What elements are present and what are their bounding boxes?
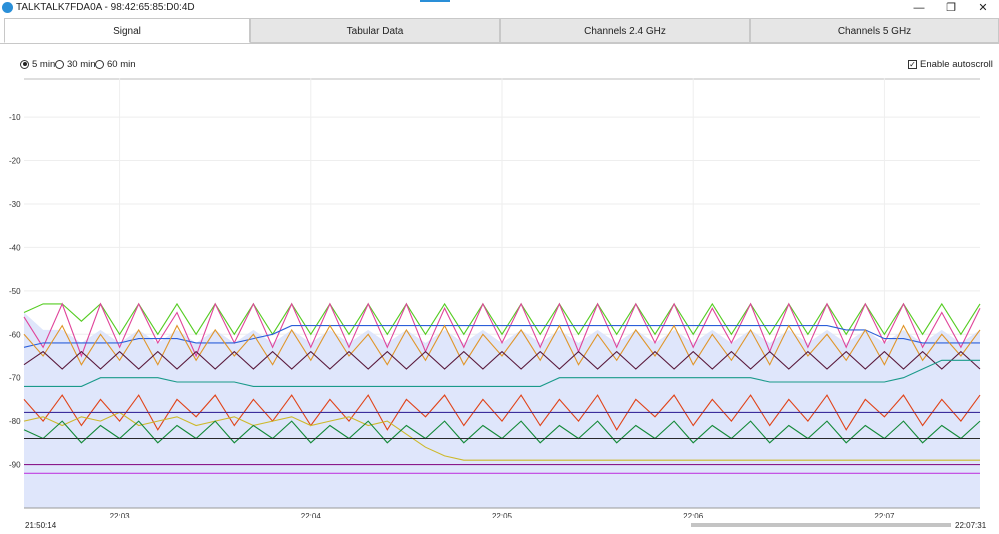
- series-line: [23, 394, 981, 431]
- signal-chart: -10 -20 -30 -40 -50 -60 -70 -80 -90 22:03 22:04 22:…: [9, 78, 981, 518]
- series-line: [23, 325, 980, 348]
- tab-signal[interactable]: Signal: [4, 18, 250, 43]
- series-line: [23, 324, 981, 366]
- x-tick-label: 22:07: [874, 512, 895, 518]
- title-bar: TALKTALK7FDA0A - 98:42:65:85:D0:4D — ❐ ✕: [0, 0, 999, 16]
- restore-icon[interactable]: ❐: [946, 2, 956, 14]
- tab-channels-5ghz[interactable]: Channels 5 GHz: [750, 18, 999, 43]
- series-line: [23, 302, 981, 358]
- timeline-start-label: 21:50:14: [25, 521, 57, 530]
- close-icon[interactable]: ✕: [978, 2, 988, 14]
- y-tick-label: -50: [9, 287, 21, 296]
- timeline-end-label: 22:07:31: [955, 521, 987, 530]
- y-tick-label: -30: [9, 200, 21, 209]
- range-60min-label: 60 min: [107, 58, 136, 70]
- window-title: TALKTALK7FDA0A - 98:42:65:85:D0:4D: [16, 2, 195, 13]
- y-tick-label: -80: [9, 417, 21, 426]
- tab-divider: [0, 43, 999, 44]
- tab-bar: Signal Tabular Data Channels 2.4 GHz Cha…: [0, 18, 999, 44]
- radio-30min[interactable]: [55, 59, 64, 69]
- app-icon: [2, 2, 13, 13]
- signal-fill-area: [24, 312, 980, 508]
- radio-5min[interactable]: [20, 59, 29, 69]
- range-30min-option[interactable]: 30 min: [55, 57, 96, 71]
- x-tick-label: 22:05: [492, 512, 513, 518]
- series-line: [23, 411, 980, 461]
- y-tick-label: -70: [9, 374, 21, 383]
- range-30min-label: 30 min: [67, 58, 96, 70]
- range-5min-label: 5 min: [32, 58, 56, 70]
- minimize-icon[interactable]: —: [913, 2, 925, 14]
- autoscroll-label: Enable autoscroll: [920, 58, 993, 70]
- drag-indicator: [420, 0, 450, 2]
- timeline-scrollbar[interactable]: [691, 523, 951, 527]
- x-tick-label: 22:03: [110, 512, 131, 518]
- autoscroll-checkbox[interactable]: ✓: [908, 59, 917, 69]
- series-line: [23, 302, 981, 336]
- x-tick-label: 22:04: [301, 512, 322, 518]
- series-line: [23, 350, 981, 370]
- y-tick-label: -20: [9, 157, 21, 166]
- radio-60min[interactable]: [95, 59, 104, 69]
- y-tick-label: -60: [9, 330, 21, 339]
- y-tick-label: -10: [9, 113, 21, 122]
- range-60min-option[interactable]: 60 min: [95, 57, 136, 71]
- x-tick-label: 22:06: [683, 512, 704, 518]
- series-line: [24, 359, 980, 387]
- autoscroll-option[interactable]: ✓ Enable autoscroll: [908, 57, 993, 71]
- tab-tabular-data[interactable]: Tabular Data: [250, 18, 500, 43]
- y-tick-label: -40: [9, 243, 21, 252]
- range-5min-option[interactable]: 5 min: [20, 57, 55, 71]
- tab-channels-24ghz[interactable]: Channels 2.4 GHz: [500, 18, 750, 43]
- y-tick-label: -90: [9, 461, 21, 470]
